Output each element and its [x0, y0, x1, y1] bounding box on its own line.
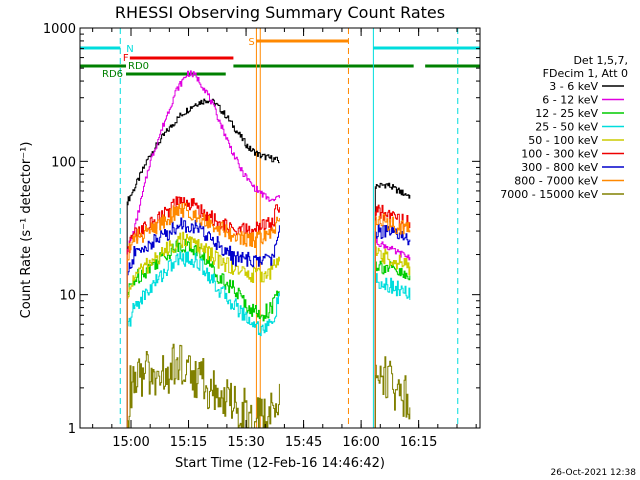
x-tick-label: 15:30	[227, 435, 264, 450]
series-line-12-25-segment-1	[127, 238, 280, 322]
legend-header-line: Det 1,5,7,	[573, 54, 628, 67]
series-line-3-6-segment-2	[375, 182, 411, 199]
legend-entry-label: 300 - 800 keV	[521, 161, 598, 174]
legend-entry-label: 3 - 6 keV	[549, 80, 598, 93]
legend-entry-label: 12 - 25 keV	[535, 107, 598, 120]
legend-entry-label: 100 - 300 keV	[521, 148, 598, 161]
flare-flag-label: F	[123, 53, 129, 64]
axis-layer: 1 10 100 1000 15:00 15:15 15:30 15:45 16:00 16:15	[43, 22, 480, 450]
x-tick-label: 15:45	[285, 435, 322, 450]
legend-entry-label: 7000 - 15000 keV	[500, 188, 598, 201]
legend-entry-label: 800 - 7000 keV	[514, 175, 598, 188]
rd0-flag-label: RD0	[128, 61, 149, 72]
x-axis-label: Start Time (12-Feb-16 14:46:42)	[175, 456, 385, 471]
y-axis-label: Count Rate (s⁻¹ detector⁻¹)	[19, 142, 34, 319]
y-tick-label: 1	[68, 422, 76, 437]
night-flag-label: N	[126, 44, 133, 55]
footer-date: 26-Oct-2021 12:38	[551, 468, 637, 478]
saa-flag-label: S	[248, 37, 254, 48]
x-tick-label: 15:00	[112, 435, 149, 450]
legend-entry-label: 50 - 100 keV	[528, 134, 598, 147]
series-line-300-800-segment-2	[375, 223, 411, 246]
rd6-flag-label: RD6	[102, 69, 123, 80]
series-line-25-50-segment-2	[375, 273, 411, 300]
legend-entry-label: 25 - 50 keV	[535, 121, 598, 134]
plot-frame	[79, 27, 481, 429]
series-line-6-12-segment-2	[375, 238, 411, 261]
series-line-25-50-segment-1	[127, 251, 280, 337]
series-line-50-100-segment-1	[127, 231, 280, 299]
series-line-50-100-segment-2	[375, 246, 411, 276]
y-tick-label: 10	[59, 289, 76, 304]
x-tick-label: 15:15	[170, 435, 207, 450]
series-line-300-800-segment-1	[127, 217, 280, 276]
x-tick-label: 16:00	[342, 435, 379, 450]
series-line-800-7000-segment-1	[127, 202, 280, 261]
series-line-7000-15000-segment-1	[127, 343, 280, 429]
series-layer	[126, 70, 411, 429]
y-tick-label: 100	[51, 155, 76, 170]
chart-title: RHESSI Observing Summary Count Rates	[115, 3, 445, 22]
y-tick-label: 1000	[43, 22, 76, 37]
x-tick-label: 16:15	[400, 435, 437, 450]
legend-header-line: FDecim 1, Att 0	[543, 67, 628, 80]
legend-entry-label: 6 - 12 keV	[542, 94, 598, 107]
series-line-7000-15000-segment-2	[375, 356, 411, 420]
series-line-3-6-segment-1	[127, 98, 280, 206]
series-line-6-12-segment-1	[127, 70, 280, 252]
series-line-800-7000-segment-2	[375, 213, 411, 235]
